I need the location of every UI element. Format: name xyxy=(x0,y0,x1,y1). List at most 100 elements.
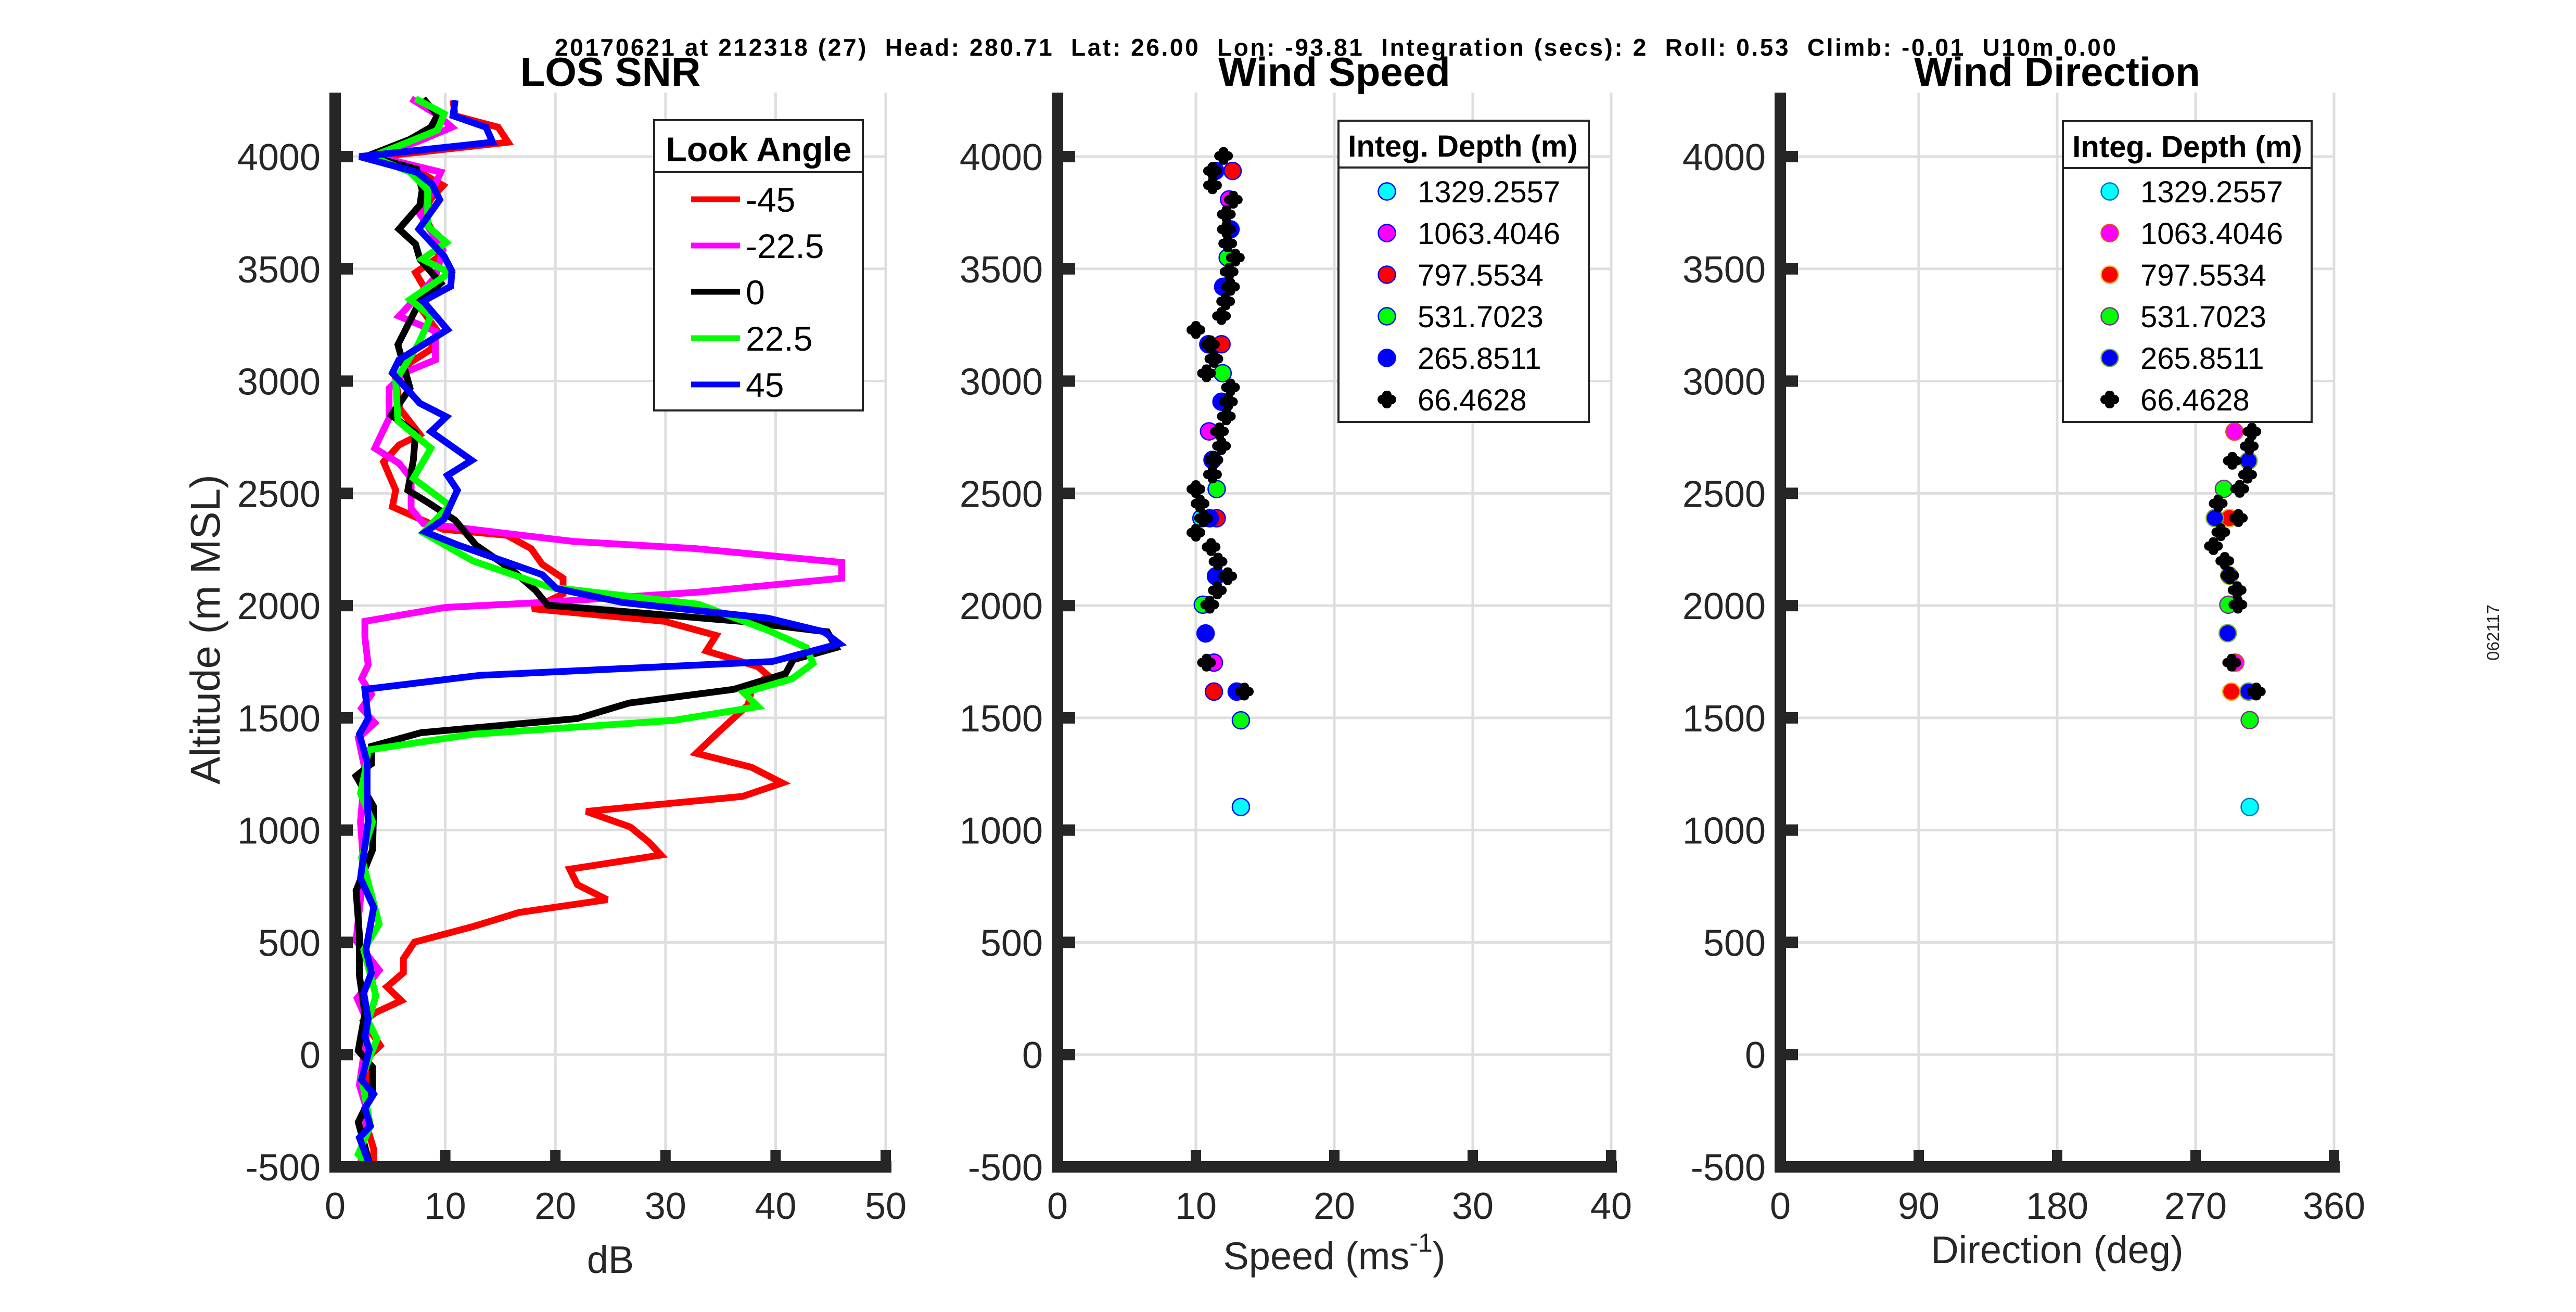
plus-marker-arm xyxy=(2235,480,2245,498)
wind-speed-x-tick-mark xyxy=(1329,1150,1340,1162)
wind-speed-xlabel-main: Speed (ms xyxy=(1223,1234,1410,1278)
legend-label: 797.5534 xyxy=(1418,259,1544,292)
legend-marker xyxy=(1378,307,1396,326)
los-snr-y-tick-mark xyxy=(341,263,353,275)
plus-marker-arm xyxy=(2245,437,2254,455)
wind-speed-y-tick-mark xyxy=(1063,712,1075,724)
los-snr-y-tick-label: 500 xyxy=(258,922,321,964)
wind-speed-point-depth-66-4628 xyxy=(1218,567,1238,585)
wind-direction-point-depth-265-8511 xyxy=(2218,624,2237,642)
data-layer xyxy=(351,95,2266,1167)
legend-title: Integ. Depth (m) xyxy=(2072,130,2302,164)
wind-speed-point-depth-66-4628 xyxy=(1217,205,1236,223)
wind-direction-point-depth-797-5534 xyxy=(2222,682,2241,701)
legend-marker xyxy=(2100,182,2119,201)
wind-speed-point-depth-797-5534 xyxy=(1204,682,1223,701)
wind-speed-y-tick-label: 500 xyxy=(980,922,1043,964)
los-snr-y-tick-mark xyxy=(341,487,353,499)
wind-speed-point-depth-66-4628 xyxy=(1208,552,1228,571)
wind-speed-point-depth-66-4628 xyxy=(1203,162,1222,180)
plus-marker-arm xyxy=(1209,350,1219,368)
los-snr-x-tick-mark xyxy=(330,1150,340,1162)
los-snr-y-tick-label: 1500 xyxy=(237,698,321,740)
wind-speed-point-depth-66-4628 xyxy=(1187,523,1205,542)
legend-box xyxy=(653,119,864,411)
legend-item: 265.8511 xyxy=(2100,342,2264,376)
wind-speed-xlabel: Speed (ms-1) xyxy=(1223,1228,1446,1278)
plus-marker-arm xyxy=(1205,596,1215,614)
wind-speed-point-depth-66-4628 xyxy=(1203,466,1222,484)
legend-item: 797.5534 xyxy=(1378,259,1544,292)
wind-direction-x-tick-label: 270 xyxy=(2164,1186,2227,1227)
los-snr-y-tick-label: 4000 xyxy=(237,137,321,178)
los-snr-y-tick-mark xyxy=(341,936,353,948)
wind-direction-point-depth-66-4628 xyxy=(2220,567,2239,585)
legend-label: 265.8511 xyxy=(1418,342,1541,376)
plus-marker-arm xyxy=(1230,249,1240,267)
los-snr-y-tick-label: -500 xyxy=(246,1147,321,1189)
plus-marker-arm xyxy=(1217,437,1227,455)
plus-marker-arm xyxy=(1221,292,1231,311)
plus-marker-arm xyxy=(2227,452,2237,470)
wind-speed-x-tick-label: 30 xyxy=(1452,1186,1494,1227)
wind-speed-y-tick-mark xyxy=(1063,1049,1075,1061)
wind-direction-point-depth-66-4628 xyxy=(2228,596,2248,614)
plus-marker-arm xyxy=(2234,509,2243,527)
wind-direction-x-tick-label: 90 xyxy=(1898,1186,1940,1227)
wind-direction-y-tick-mark xyxy=(1786,1049,1798,1061)
plus-marker-arm xyxy=(2232,581,2242,599)
los-snr-y-tick-mark xyxy=(341,375,353,387)
legend-label: 1329.2557 xyxy=(2140,175,2283,209)
los-snr-y-tick-label: 2500 xyxy=(237,473,321,515)
wind-direction-y-tick-label: 3000 xyxy=(1682,362,1766,403)
wind-direction-point-depth-66-4628 xyxy=(2230,480,2249,498)
los-snr-title: LOS SNR xyxy=(520,49,701,95)
wind-speed-y-tick-label: 1500 xyxy=(960,698,1043,740)
wind-speed-point-depth-797-5534 xyxy=(1223,161,1242,181)
wind-direction-y-tick-label: 3500 xyxy=(1682,249,1766,291)
wind-speed-x-axis-line xyxy=(1052,1161,1617,1173)
wind-direction-title: Wind Direction xyxy=(1914,49,2200,95)
wind-speed-point-depth-66-4628 xyxy=(1204,451,1223,469)
legend-label: 66.4628 xyxy=(1418,383,1527,417)
wind-speed-y-tick-label: 1000 xyxy=(960,811,1043,852)
legend-item: 1329.2557 xyxy=(2100,175,2283,209)
wind-speed-point-depth-265-8511 xyxy=(1196,624,1215,643)
los-snr-x-tick-mark xyxy=(550,1150,561,1162)
wind-speed-point-depth-66-4628 xyxy=(1217,407,1236,426)
wind-speed-point-depth-66-4628 xyxy=(1214,147,1233,165)
wind-speed-xlabel-suffix: ) xyxy=(1433,1234,1446,1278)
wind-speed-y-tick-label: 4000 xyxy=(960,137,1043,178)
wind-direction-x-tick-mark xyxy=(2190,1150,2201,1162)
plus-marker-arm xyxy=(2213,494,2223,512)
snr-profile-line-look-angle-minus-22-5 xyxy=(352,96,845,1166)
legend-label: 1329.2557 xyxy=(1418,175,1560,209)
plus-marker-arm xyxy=(2209,537,2218,555)
plus-marker-arm xyxy=(1207,176,1217,195)
wind-speed-point-depth-66-4628 xyxy=(1201,335,1220,353)
plus-marker-arm xyxy=(1195,495,1205,513)
plus-marker-arm xyxy=(1213,552,1223,571)
plus-marker-arm xyxy=(1202,653,1212,672)
wind-direction-y-tick-label: 4000 xyxy=(1682,137,1766,178)
wind-speed-y-tick-label: 2500 xyxy=(960,473,1043,515)
wind-direction-y-tick-mark xyxy=(1786,263,1798,275)
wind-speed-y-tick-mark xyxy=(1063,824,1075,836)
legend-item: 797.5534 xyxy=(2100,259,2266,292)
plus-marker-arm xyxy=(1226,278,1235,296)
wind-direction-point-depth-1329-2557 xyxy=(2240,798,2259,816)
wind-speed-point-depth-66-4628 xyxy=(1190,495,1209,513)
legend-marker xyxy=(1378,349,1396,367)
wind-speed-x-tick-label: 10 xyxy=(1175,1186,1217,1227)
wind-speed-point-depth-66-4628 xyxy=(1221,278,1240,296)
legend-label: 66.4628 xyxy=(2140,383,2250,417)
wind-direction-x-tick-label: 0 xyxy=(1770,1186,1791,1227)
los-snr-y-tick-mark xyxy=(341,150,353,162)
legend-label: -45 xyxy=(746,181,795,219)
wind-speed-point-depth-66-4628 xyxy=(1187,321,1205,339)
wind-direction-y-tick-label: 0 xyxy=(1745,1035,1766,1076)
legend-label: 22.5 xyxy=(746,319,812,358)
los-snr-y-tick-mark xyxy=(341,824,353,836)
wind-speed-x-tick-label: 20 xyxy=(1313,1186,1355,1227)
